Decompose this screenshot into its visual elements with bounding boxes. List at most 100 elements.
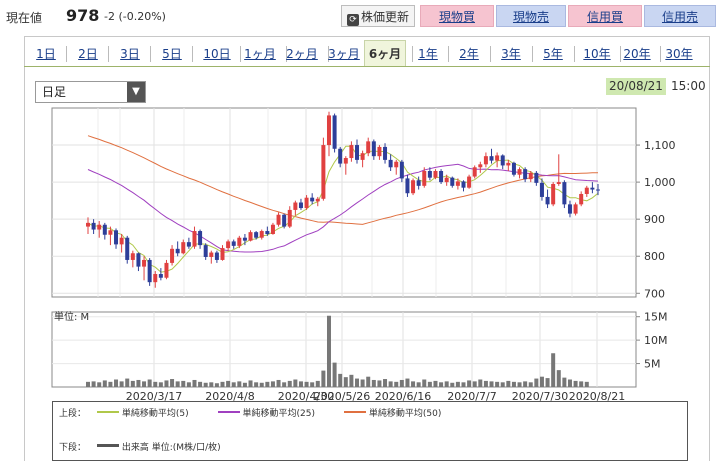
volume-bar: [495, 381, 500, 387]
legend-ma50: 単純移動平均(50): [343, 409, 441, 419]
volume-bar: [186, 382, 191, 387]
volume-bar: [383, 379, 388, 387]
candle-body: [147, 259, 152, 283]
candle-body: [304, 197, 309, 209]
legend-upper-row: 上段： 単純移動平均(5) 単純移動平均(25) 単純移動平均(50): [59, 406, 441, 419]
candle-body: [556, 182, 561, 184]
volume-bar: [91, 381, 96, 387]
volume-bar: [455, 381, 460, 387]
legend-volume: 出来高 単位:(M株/口/枚): [96, 443, 221, 453]
volume-bar: [349, 374, 354, 387]
price-tick-label: 1,100: [644, 139, 676, 152]
candle-body: [209, 252, 214, 257]
tab-separator: [66, 46, 67, 62]
tab-1[interactable]: 2日: [78, 47, 98, 61]
volume-pane-frame: [51, 311, 637, 388]
candle-body: [517, 169, 522, 175]
tab-3[interactable]: 5日: [162, 47, 182, 61]
candle-body: [416, 180, 421, 186]
candle-body: [584, 187, 589, 194]
tab-0[interactable]: 1日: [36, 47, 56, 61]
candle-body: [433, 171, 438, 178]
tab-7[interactable]: 3ヶ月: [328, 47, 360, 61]
volume-bar: [198, 381, 203, 387]
cash-buy-button[interactable]: 現物買: [420, 5, 494, 27]
refresh-icon: ⟳: [346, 14, 359, 26]
candle-body: [186, 242, 191, 247]
candle-body: [119, 237, 124, 245]
volume-bar: [450, 382, 455, 387]
tab-separator: [574, 46, 575, 62]
candle-body: [349, 145, 354, 159]
tab-12[interactable]: 5年: [543, 47, 563, 61]
candle-body: [489, 156, 494, 161]
candle-body: [270, 224, 275, 234]
tab-separator: [108, 46, 109, 62]
tab-11[interactable]: 3年: [501, 47, 521, 61]
volume-bar: [355, 378, 360, 387]
tab-separator: [532, 46, 533, 62]
volume-bar: [517, 382, 522, 387]
candle-body: [226, 241, 231, 249]
candle-body: [355, 145, 360, 160]
volume-bar: [119, 381, 124, 387]
candle-body: [181, 242, 186, 254]
candle-body: [394, 161, 399, 168]
volume-bar: [108, 381, 113, 387]
margin-sell-button[interactable]: 信用売: [644, 5, 716, 27]
legend-ma25: 単純移動平均(25): [217, 409, 315, 419]
volume-bar: [360, 379, 365, 387]
volume-bar: [153, 381, 158, 387]
volume-bar: [534, 378, 539, 387]
volume-bar: [422, 379, 427, 387]
price-change: -2 (-0.20%): [104, 10, 166, 23]
candle-body: [198, 231, 203, 246]
volume-bar: [551, 353, 556, 387]
volume-bar: [102, 380, 107, 387]
tab-14[interactable]: 20年: [623, 47, 651, 61]
x-tick-label: 2020/6/16: [375, 390, 431, 403]
tab-8[interactable]: 6ヶ月: [364, 40, 406, 66]
volume-bar: [489, 381, 494, 387]
tab-9[interactable]: 1年: [418, 47, 438, 61]
volume-bar: [248, 380, 253, 387]
chart-panel: [24, 36, 710, 461]
tab-2[interactable]: 3日: [120, 47, 140, 61]
tab-15[interactable]: 30年: [665, 47, 693, 61]
candle-body: [472, 167, 477, 177]
candle-body: [539, 182, 544, 197]
volume-bar: [399, 379, 404, 387]
candle-body: [282, 214, 287, 227]
volume-bar: [523, 381, 528, 387]
volume-bar: [97, 382, 102, 387]
ma5-swatch: [96, 411, 119, 413]
update-price-button[interactable]: ⟳ 株価更新: [341, 5, 415, 27]
candle-period-select[interactable]: 日足 ▼: [35, 81, 146, 103]
volume-bar: [282, 382, 287, 387]
volume-bar: [416, 382, 421, 387]
tab-10[interactable]: 2年: [459, 47, 479, 61]
tab-6[interactable]: 2ヶ月: [286, 47, 318, 61]
volume-bar: [321, 370, 326, 387]
candle-body: [237, 237, 242, 246]
cash-sell-button[interactable]: 現物売: [496, 5, 566, 27]
candle-body: [175, 248, 180, 254]
candle-body: [321, 145, 326, 199]
volume-bar: [231, 382, 236, 387]
ma50-line: [87, 135, 599, 225]
tab-4[interactable]: 10日: [203, 47, 231, 61]
candle-body: [220, 248, 225, 260]
volume-bar: [142, 381, 147, 387]
candle-body: [500, 155, 505, 166]
tab-5[interactable]: 1ヶ月: [244, 47, 276, 61]
margin-buy-button[interactable]: 信用買: [568, 5, 642, 27]
volume-unit-label: 単位: M: [54, 310, 89, 323]
chevron-down-icon: ▼: [127, 82, 145, 102]
volume-bar: [332, 362, 337, 387]
volume-bar: [338, 373, 343, 387]
tab-13[interactable]: 10年: [583, 47, 611, 61]
volume-tick-label: 15M: [644, 311, 668, 324]
candle-body: [332, 115, 337, 149]
x-tick-label: 2020/4/30: [278, 390, 334, 403]
candle-body: [315, 198, 320, 202]
